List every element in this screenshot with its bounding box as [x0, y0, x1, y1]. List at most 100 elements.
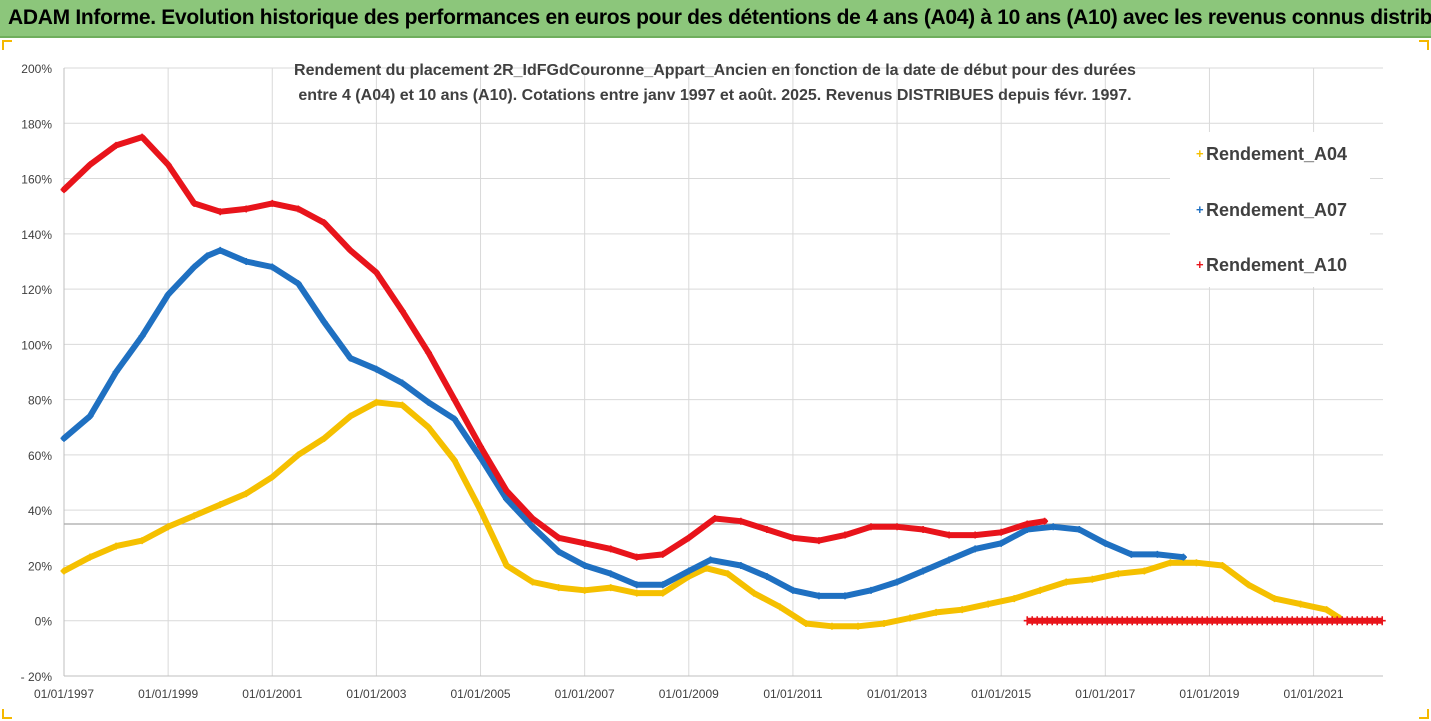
data-point [1153, 550, 1161, 558]
legend-marker-a10: + [1196, 257, 1204, 272]
series-Rendement_A10 [60, 133, 1386, 626]
data-point [346, 412, 354, 420]
data-point [372, 269, 380, 277]
x-tick-label: 01/01/2009 [659, 687, 719, 701]
data-point [346, 354, 354, 362]
y-tick-label: 100% [21, 338, 52, 352]
data-point [737, 561, 745, 569]
data-point [242, 205, 250, 213]
data-point [971, 531, 979, 539]
legend-label-a10: Rendement_A10 [1206, 255, 1348, 275]
data-point [581, 586, 589, 594]
data-point [112, 141, 120, 149]
data-point [1023, 520, 1031, 528]
legend-entry-a04: + Rendement_A04 [1196, 144, 1347, 165]
data-point [659, 589, 667, 597]
banner-title: ADAM Informe. Evolution historique des p… [8, 6, 1431, 29]
data-point [880, 619, 888, 627]
x-tick-label: 01/01/2013 [867, 687, 927, 701]
data-point [424, 398, 432, 406]
y-tick-label: 0% [35, 615, 53, 629]
data-point [984, 600, 992, 608]
data-point [1010, 595, 1018, 603]
data-point [971, 545, 979, 553]
data-point [1101, 539, 1109, 547]
data-point [893, 578, 901, 586]
chart-legend: + Rendement_A04 + Rendement_A07 + Rendem… [1170, 132, 1370, 287]
data-point [372, 398, 380, 406]
data-point [555, 584, 563, 592]
data-point [958, 606, 966, 614]
data-point [1179, 553, 1187, 561]
data-point [424, 349, 432, 357]
x-tick-label: 01/01/2011 [763, 687, 822, 701]
y-tick-label: 120% [21, 283, 52, 297]
data-point [607, 545, 615, 553]
data-point [750, 589, 758, 597]
data-point [164, 161, 172, 169]
data-point [268, 199, 276, 207]
data-point [529, 514, 537, 522]
legend-entry-a10: + Rendement_A10 [1196, 255, 1348, 276]
data-point [815, 537, 823, 545]
data-point [1127, 550, 1135, 558]
data-point [555, 534, 563, 542]
y-tick-label: 160% [21, 173, 52, 187]
data-point [86, 412, 94, 420]
data-point [1114, 570, 1122, 578]
data-point [529, 578, 537, 586]
data-point [294, 280, 302, 288]
x-tick-label: 01/01/2003 [346, 687, 406, 701]
data-point [581, 539, 589, 547]
title-banner: ADAM Informe. Evolution historique des p… [0, 0, 1431, 38]
data-point [919, 567, 927, 575]
data-point [1075, 526, 1083, 534]
zero-segment-marker [1378, 616, 1386, 626]
data-point [659, 581, 667, 589]
data-point [216, 501, 224, 509]
legend-marker-a04: + [1196, 146, 1204, 161]
data-point [450, 396, 458, 404]
data-point [86, 553, 94, 561]
data-point [607, 570, 615, 578]
data-point [112, 368, 120, 376]
axis-tick-labels: - 20% 0% 20% 40% 60% 80% 100% 120% 140% 160% 180% 2… [21, 62, 1344, 701]
data-point [268, 263, 276, 271]
data-point [320, 219, 328, 227]
data-point [581, 561, 589, 569]
data-point [776, 603, 784, 611]
data-point [320, 434, 328, 442]
data-point [724, 570, 732, 578]
data-point [138, 332, 146, 340]
y-tick-label: 200% [21, 62, 52, 76]
data-point [424, 423, 432, 431]
data-point [450, 415, 458, 423]
data-point [997, 528, 1005, 536]
data-point [190, 199, 198, 207]
y-tick-label: - 20% [21, 670, 53, 684]
data-point [503, 495, 511, 503]
frame-corner [2, 40, 12, 50]
legend-label-a07: Rendement_A07 [1206, 200, 1348, 220]
data-point [893, 523, 901, 531]
data-point [294, 205, 302, 213]
data-point [633, 581, 641, 589]
data-point [60, 186, 68, 194]
data-point [268, 473, 276, 481]
x-tick-label: 01/01/2019 [1179, 687, 1239, 701]
frame-corner [1419, 709, 1429, 719]
data-point [1218, 561, 1226, 569]
y-tick-label: 60% [28, 449, 52, 463]
data-point [932, 608, 940, 616]
data-point [450, 456, 458, 464]
data-point [702, 564, 710, 572]
data-point [477, 443, 485, 451]
data-point [216, 208, 224, 216]
data-point [802, 619, 810, 627]
data-point [763, 573, 771, 581]
data-point [1192, 559, 1200, 567]
y-tick-label: 20% [28, 559, 52, 573]
data-point [190, 512, 198, 520]
data-point [60, 434, 68, 442]
